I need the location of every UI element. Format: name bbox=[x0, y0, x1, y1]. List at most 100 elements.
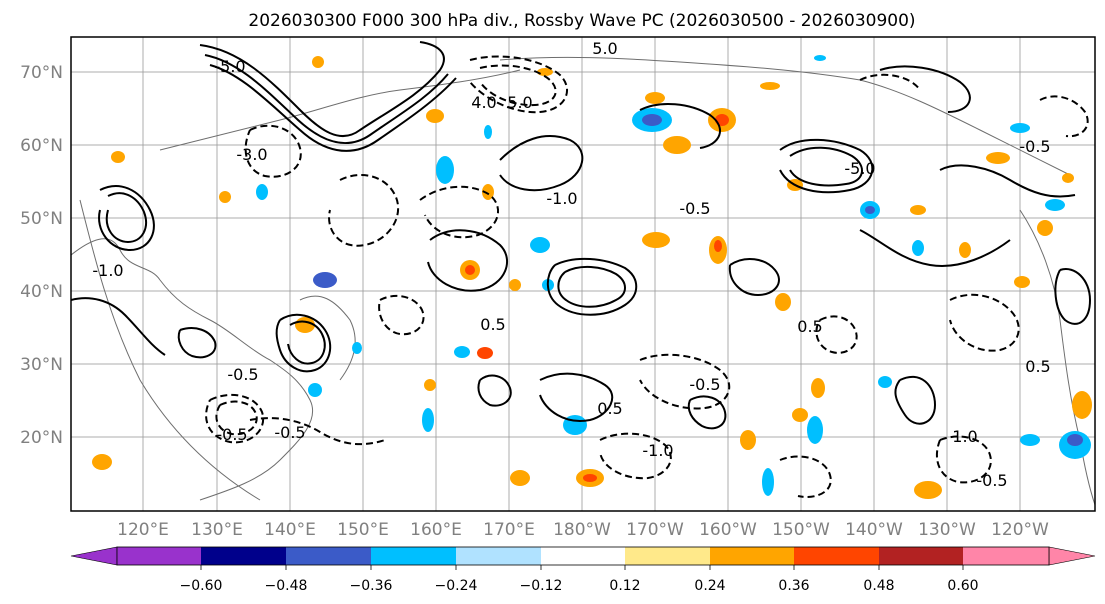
contour-label: -0.5 bbox=[274, 423, 305, 442]
negative-contour bbox=[419, 185, 500, 239]
negative-contour bbox=[949, 293, 1020, 352]
negative-contour bbox=[639, 353, 731, 410]
graticule bbox=[71, 37, 1095, 511]
positive-anomaly-patch bbox=[914, 481, 942, 499]
negative-anomaly-patch bbox=[308, 383, 322, 397]
lon-label-150e: 150°E bbox=[337, 520, 389, 540]
positive-anomaly-patch bbox=[910, 205, 926, 215]
colorbar-tick-label: 0.48 bbox=[863, 578, 894, 594]
positive-anomaly-patch bbox=[477, 347, 493, 359]
colorbar-tick-label: 0.12 bbox=[609, 578, 640, 594]
negative-anomaly-patch bbox=[1067, 434, 1083, 446]
positive-anomaly-patch bbox=[482, 184, 494, 200]
contour-label: 0.5 bbox=[797, 317, 822, 336]
positive-anomaly-patch bbox=[642, 232, 670, 248]
negative-anomaly-patch bbox=[256, 184, 268, 200]
positive-anomaly-patch bbox=[645, 92, 665, 104]
contour-label: 5.0 bbox=[507, 93, 532, 112]
contour-label: -1.0 bbox=[642, 441, 673, 460]
colorbar-tick-label: 0.24 bbox=[694, 578, 725, 594]
positive-contour bbox=[275, 313, 332, 373]
lon-label-180w: 180°W bbox=[553, 520, 611, 540]
colorbar-extend-min bbox=[70, 546, 118, 566]
negative-anomaly-patch bbox=[878, 376, 892, 388]
negative-anomaly-patch bbox=[530, 237, 550, 253]
positive-contour bbox=[894, 375, 937, 425]
positive-contour bbox=[427, 229, 509, 292]
lon-label-150w: 150°W bbox=[772, 520, 830, 540]
map-frame bbox=[70, 36, 1096, 512]
positive-anomaly-patch bbox=[663, 136, 691, 154]
positive-anomaly-patch bbox=[1072, 391, 1092, 419]
negative-anomaly-patch bbox=[1010, 123, 1030, 133]
positive-anomaly-patch bbox=[509, 279, 521, 291]
contour-label: -0.5 bbox=[227, 365, 258, 384]
negative-anomaly-patch bbox=[422, 408, 434, 432]
negative-anomaly-patch bbox=[865, 206, 875, 214]
colorbar: −0.60 −0.48 −0.36 −0.24 −0.12 0.12 0.24 0.36 0.4… bbox=[70, 546, 1096, 594]
positive-anomaly-patch bbox=[811, 378, 825, 398]
positive-anomaly-patch bbox=[760, 82, 780, 90]
positive-anomaly-patch bbox=[714, 240, 722, 252]
north-america-coastline bbox=[1019, 209, 1095, 506]
negative-anomaly-patch bbox=[484, 125, 492, 139]
negative-anomaly-patch bbox=[436, 156, 454, 184]
contour-label: 4.0 bbox=[471, 93, 496, 112]
negative-anomaly-patch bbox=[762, 468, 774, 496]
positive-contour bbox=[204, 54, 449, 145]
asia-coastline bbox=[71, 238, 314, 501]
lon-label-120e: 120°E bbox=[117, 520, 169, 540]
positive-anomaly-patch bbox=[312, 56, 324, 68]
colorbar-tick-label: −0.12 bbox=[520, 578, 563, 594]
lon-label-140w: 140°W bbox=[845, 520, 903, 540]
positive-anomaly-patch bbox=[537, 68, 553, 76]
contour-label: -0.5 bbox=[216, 425, 247, 444]
colorbar-bin bbox=[286, 547, 371, 565]
lon-label-120w: 120°W bbox=[991, 520, 1049, 540]
positive-anomaly-patch bbox=[1062, 173, 1074, 183]
positive-anomaly-patch bbox=[1014, 276, 1030, 288]
negative-contour bbox=[215, 400, 258, 436]
positive-anomaly-patch bbox=[740, 430, 756, 450]
positive-anomaly-patch bbox=[715, 114, 729, 126]
positive-contours bbox=[71, 41, 1092, 430]
positive-contour bbox=[98, 185, 155, 252]
longitude-labels: 120°E 130°E 140°E 150°E 160°E 170°E 180°… bbox=[117, 520, 1049, 540]
lat-label-20n: 20°N bbox=[20, 428, 63, 448]
contour-label: 0.5 bbox=[597, 399, 622, 418]
negative-anomaly-patch bbox=[807, 416, 823, 444]
positive-contour bbox=[728, 258, 780, 297]
positive-contour bbox=[199, 41, 445, 137]
positive-anomaly-patch bbox=[219, 191, 231, 203]
colorbar-bin bbox=[710, 547, 794, 565]
positive-contour bbox=[71, 297, 166, 356]
contour-label: -0.5 bbox=[1019, 137, 1050, 156]
negative-contour bbox=[1039, 95, 1089, 138]
lat-label-60n: 60°N bbox=[20, 136, 63, 156]
negative-contour bbox=[244, 124, 302, 178]
lat-label-70n: 70°N bbox=[20, 63, 63, 83]
positive-anomaly-patch bbox=[959, 242, 971, 258]
positive-anomaly-patch bbox=[465, 265, 475, 275]
contour-label: 0.5 bbox=[480, 315, 505, 334]
positive-contour bbox=[287, 320, 326, 365]
positive-contour bbox=[477, 374, 512, 407]
lon-label-170e: 170°E bbox=[483, 520, 535, 540]
positive-contour bbox=[859, 229, 1011, 267]
lon-label-160w: 160°W bbox=[699, 520, 757, 540]
negative-anomaly-patch bbox=[912, 240, 924, 256]
positive-anomaly-patch bbox=[510, 470, 530, 486]
lat-label-40n: 40°N bbox=[20, 282, 63, 302]
contour-label: -5.0 bbox=[214, 57, 245, 76]
positive-contour bbox=[879, 65, 971, 113]
positive-contour bbox=[639, 103, 722, 149]
positive-contour bbox=[557, 266, 626, 308]
contour-label: 1.0 bbox=[952, 427, 977, 446]
japan-coastline bbox=[299, 295, 356, 381]
map-panel: 5.0 5.0 -5.0 4.0 -1.0 -0.5 -0.5 -3.0 0.5… bbox=[70, 36, 1096, 512]
lat-label-50n: 50°N bbox=[20, 209, 63, 229]
colorbar-bin bbox=[879, 547, 963, 565]
negative-anomaly-patch bbox=[1045, 199, 1065, 211]
latitude-labels: 70°N 60°N 50°N 40°N 30°N 20°N bbox=[20, 63, 63, 448]
